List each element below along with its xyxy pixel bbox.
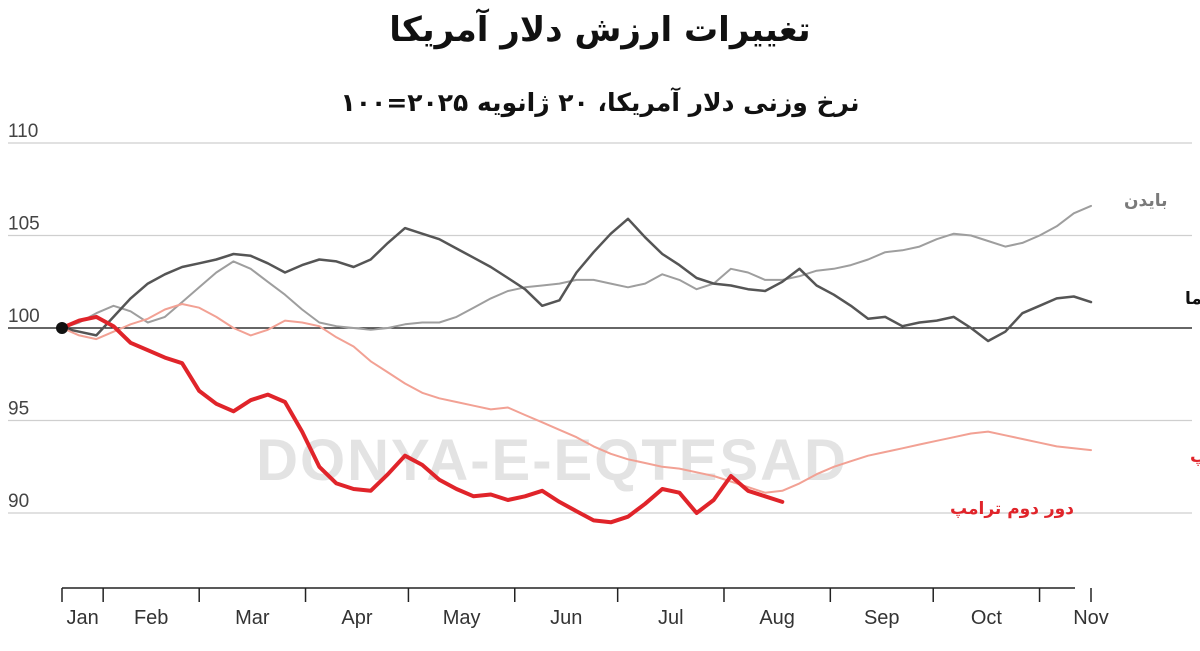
x-tick-label: Oct [971, 607, 1003, 629]
series-label-obama: دور دوم اوباما [1185, 289, 1200, 309]
series-label-trump-second-term: دور دوم ترامپ [950, 499, 1074, 519]
chart-subtitle: نرخ وزنی دلار آمریکا، ۲۰ ژانویه ۲۰۲۵=۱۰۰ [340, 88, 860, 117]
watermark-text: DONYA-E-EQTESAD [256, 428, 848, 493]
gridlines [8, 142, 1192, 514]
y-tick-label: 100 [8, 306, 40, 327]
y-tick-label: 105 [8, 214, 40, 235]
series-line-1 [60, 217, 1093, 343]
x-tick-label: Jan [66, 607, 98, 629]
y-axis: 90 95 100 105 110 [8, 121, 40, 512]
x-tick-label: Apr [341, 607, 372, 629]
x-tick-label: Mar [235, 607, 270, 629]
x-tick-label: Jun [550, 607, 582, 629]
y-tick-label: 110 [8, 121, 38, 142]
series-lines [60, 204, 1093, 525]
x-tick-label: Jul [658, 607, 684, 629]
series-label-trump-first-term: دور اول ترامپ [1190, 447, 1200, 467]
x-tick-label: Sep [864, 607, 900, 629]
start-marker [56, 322, 68, 334]
x-tick-label: Aug [759, 607, 795, 629]
series-labels: بایدن دور دوم اوباما دور اول ترامپ دور د… [950, 191, 1200, 519]
chart-title: تغییرات ارزش دلار آمریکا [389, 10, 811, 50]
series-line-2 [61, 303, 1092, 494]
x-tick-label: May [443, 607, 481, 629]
series-line-3 [60, 314, 785, 525]
x-axis: Jan Feb Mar Apr May Jun Jul Aug Sep Oct Nov [61, 587, 1109, 629]
x-tick-label: Nov [1073, 607, 1109, 629]
series-label-biden: بایدن [1124, 191, 1167, 211]
x-tick-label: Feb [134, 607, 168, 629]
y-tick-label: 95 [8, 399, 29, 420]
series-line-0 [61, 204, 1092, 331]
y-tick-label: 90 [8, 491, 29, 512]
